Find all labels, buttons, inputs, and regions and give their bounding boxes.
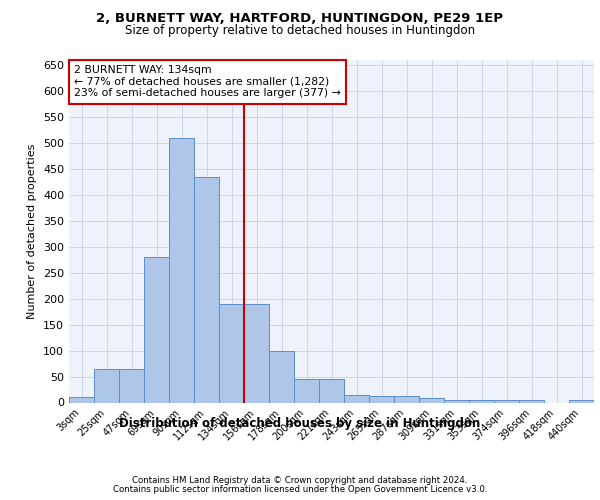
Bar <box>369 396 394 402</box>
Text: Size of property relative to detached houses in Huntingdon: Size of property relative to detached ho… <box>125 24 475 37</box>
Bar <box>219 304 244 402</box>
Text: Contains HM Land Registry data © Crown copyright and database right 2024.: Contains HM Land Registry data © Crown c… <box>132 476 468 485</box>
Bar <box>294 378 319 402</box>
Bar <box>419 398 444 402</box>
Bar <box>194 177 219 402</box>
Bar <box>469 400 494 402</box>
Bar <box>169 138 194 402</box>
Bar <box>394 396 419 402</box>
Text: 2 BURNETT WAY: 134sqm
← 77% of detached houses are smaller (1,282)
23% of semi-d: 2 BURNETT WAY: 134sqm ← 77% of detached … <box>74 65 341 98</box>
Bar <box>269 350 294 403</box>
Text: Distribution of detached houses by size in Huntingdon: Distribution of detached houses by size … <box>119 418 481 430</box>
Bar <box>494 400 519 402</box>
Bar <box>119 369 144 402</box>
Bar <box>144 257 169 402</box>
Text: 2, BURNETT WAY, HARTFORD, HUNTINGDON, PE29 1EP: 2, BURNETT WAY, HARTFORD, HUNTINGDON, PE… <box>97 12 503 26</box>
Bar <box>94 369 119 402</box>
Bar <box>519 400 544 402</box>
Bar <box>319 378 344 402</box>
Text: Contains public sector information licensed under the Open Government Licence v3: Contains public sector information licen… <box>113 485 487 494</box>
Bar <box>444 400 469 402</box>
Bar <box>244 304 269 402</box>
Bar <box>69 398 94 402</box>
Bar <box>569 400 594 402</box>
Bar <box>344 394 369 402</box>
Y-axis label: Number of detached properties: Number of detached properties <box>28 144 37 319</box>
